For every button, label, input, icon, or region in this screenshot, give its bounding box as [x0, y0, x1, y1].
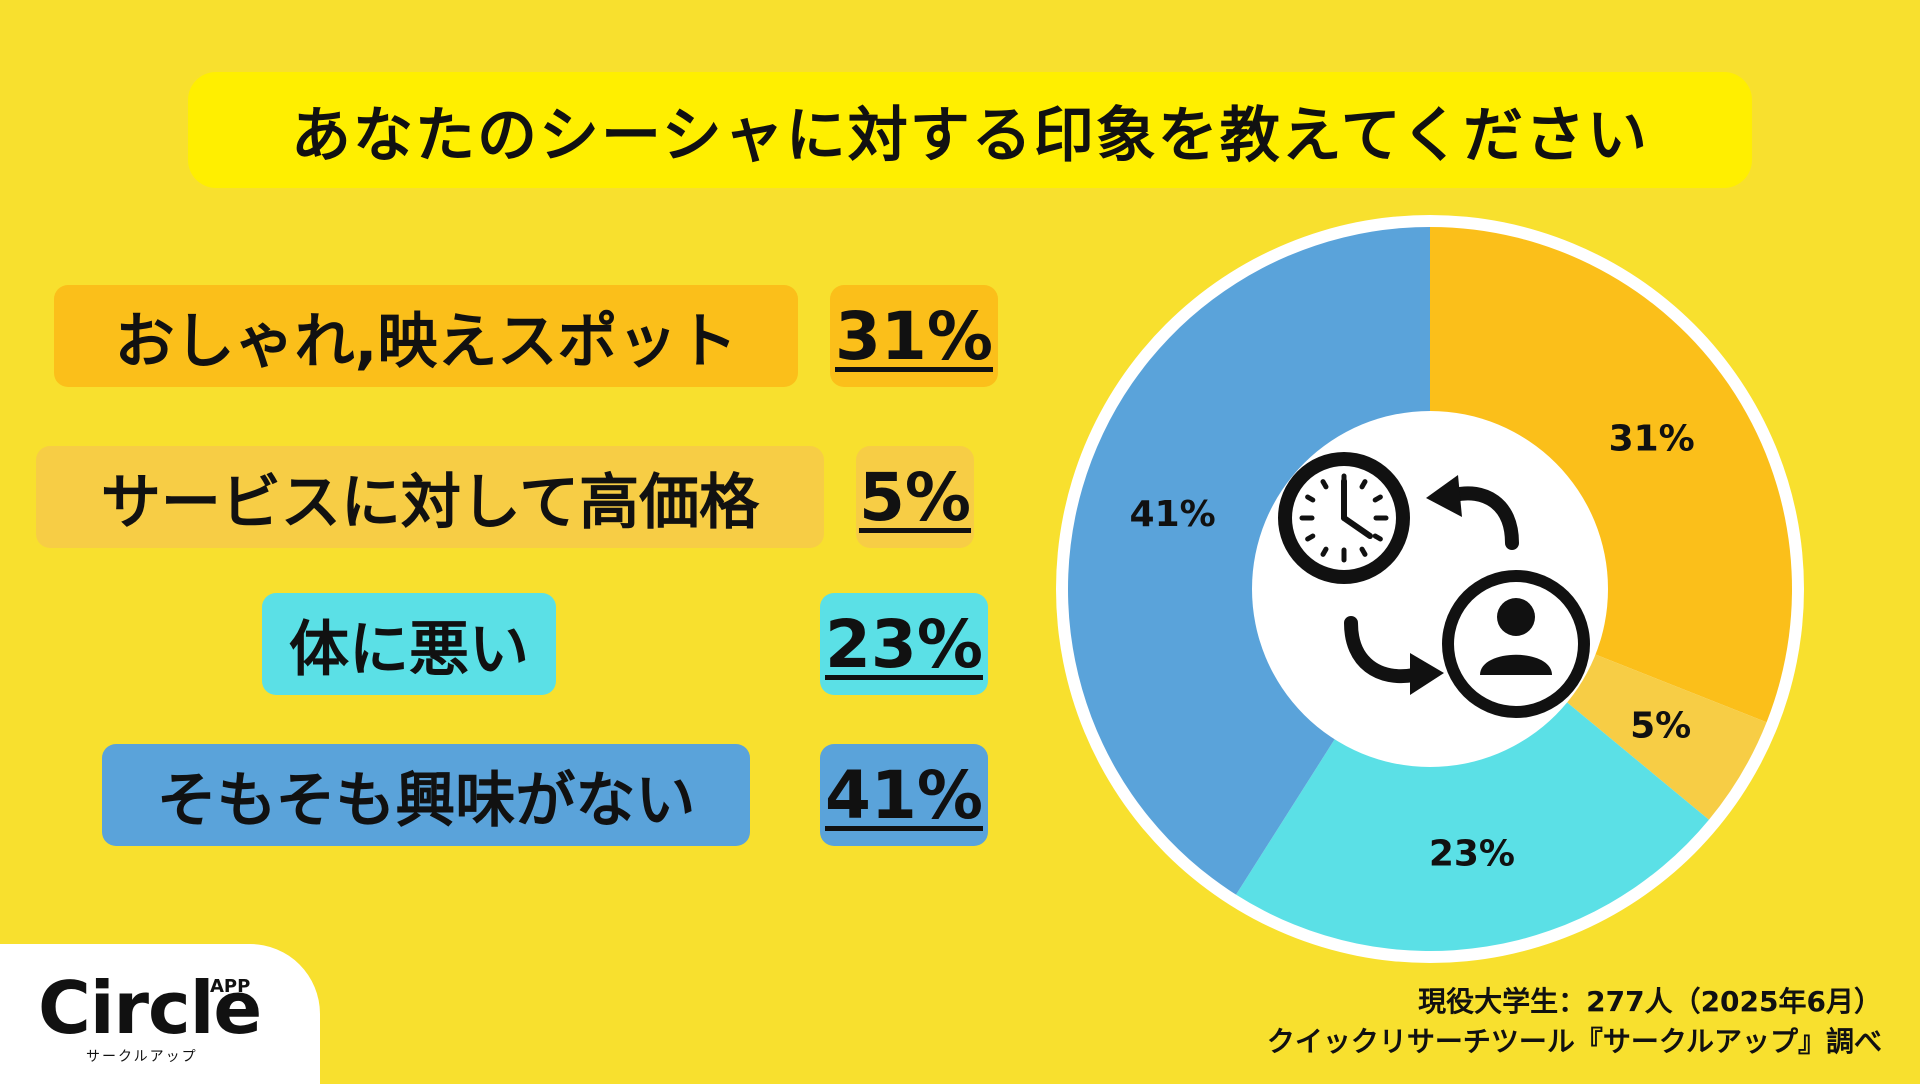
footer-line-1: 現役大学生：277人（2025年6月） — [1418, 985, 1882, 1018]
title-box: あなたのシーシャに対する印象を教えてください — [188, 72, 1752, 188]
row-pct-0: 31% — [830, 285, 998, 387]
circle-logo: Circle — [38, 966, 262, 1050]
clock-tick — [1372, 533, 1383, 542]
curved-arrow-left-icon — [1447, 486, 1519, 550]
logo-app-label: APP — [210, 976, 251, 997]
logo-subtitle: サークルアップ — [86, 1049, 198, 1065]
clock-tick — [1320, 546, 1329, 557]
clock-icon — [1278, 452, 1410, 584]
clock-tick — [1305, 533, 1316, 542]
row-label-1: サービスに対して高価格 — [36, 446, 824, 548]
clock-tick — [1359, 479, 1368, 490]
clock-tick — [1320, 479, 1329, 490]
footer-note: 現役大学生：277人（2025年6月） クイックリサーチツール『サークルアップ』… — [1267, 982, 1882, 1062]
slice-label-2: 23% — [1429, 834, 1515, 875]
clock-tick — [1372, 494, 1383, 503]
person-icon — [1442, 570, 1590, 718]
row-pct-2: 23% — [820, 593, 988, 695]
footer-line-2: クイックリサーチツール『サークルアップ』調べ — [1266, 1025, 1882, 1058]
clock-tick — [1359, 546, 1368, 557]
slice-label-0: 31% — [1609, 418, 1695, 459]
row-pct-1: 5% — [856, 446, 974, 548]
clock-tick — [1305, 494, 1316, 503]
curved-arrow-right-head — [1410, 653, 1444, 695]
curved-arrow-left-head — [1426, 475, 1462, 517]
row-label-2: 体に悪い — [262, 593, 556, 695]
row-label-3: そもそも興味がない — [102, 744, 750, 846]
chart-title: あなたのシーシャに対する印象を教えてください — [291, 100, 1649, 171]
pie-slice-2 — [1236, 589, 1709, 951]
curved-arrow-right-icon — [1344, 616, 1421, 684]
row-label-0: おしゃれ,映えスポット — [54, 285, 798, 387]
slice-label-3: 41% — [1130, 494, 1216, 535]
logo-tab — [0, 944, 320, 1084]
donut-chart: 31% 5% 23% 41% — [1056, 215, 1804, 963]
slice-label-1: 5% — [1630, 705, 1691, 746]
row-pct-3: 41% — [820, 744, 988, 846]
